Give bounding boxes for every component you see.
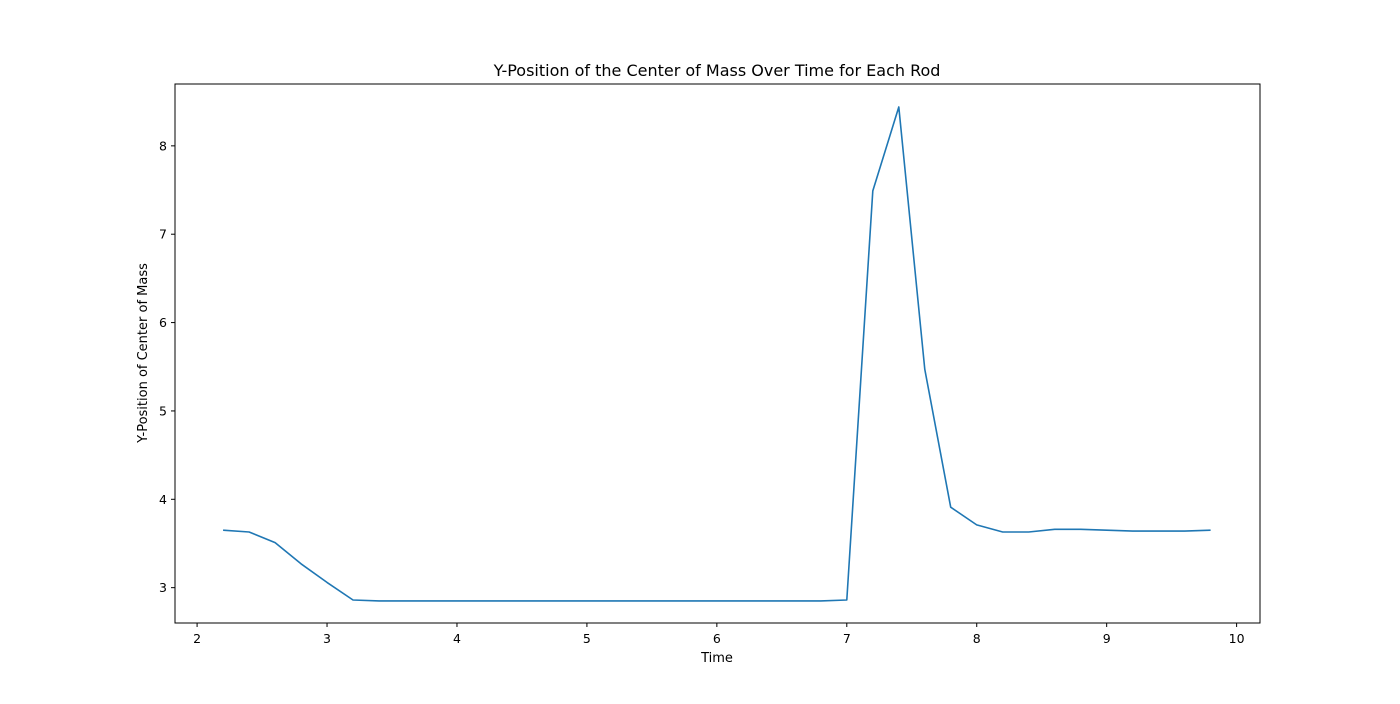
axes-frame — [174, 83, 1261, 624]
x-tick-label: 3 — [323, 631, 331, 646]
x-tick-label: 4 — [453, 631, 461, 646]
y-tick-label: 7 — [159, 227, 167, 242]
x-tick-label: 7 — [843, 631, 851, 646]
y-tick-label: 6 — [159, 315, 167, 330]
x-axis-ticks: 2 3 4 5 6 7 8 9 10 — [193, 623, 1245, 646]
y-axis-label: Y-Position of Center of Mass — [136, 263, 151, 444]
y-axis-ticks: 3 4 5 6 7 8 — [159, 138, 175, 595]
chart-title: Y-Position of the Center of Mass Over Ti… — [493, 61, 941, 80]
y-tick-label: 4 — [159, 492, 167, 507]
y-tick-label: 3 — [159, 580, 167, 595]
x-tick-label: 8 — [973, 631, 981, 646]
x-tick-label: 9 — [1103, 631, 1111, 646]
y-tick-label: 5 — [159, 403, 167, 418]
x-tick-label: 2 — [193, 631, 201, 646]
x-tick-label: 10 — [1229, 631, 1245, 646]
series-line — [223, 106, 1211, 602]
x-tick-label: 5 — [583, 631, 591, 646]
y-tick-label: 8 — [159, 138, 167, 153]
x-tick-label: 6 — [713, 631, 721, 646]
plot-area — [174, 83, 1261, 624]
x-axis-label: Time — [700, 651, 733, 666]
